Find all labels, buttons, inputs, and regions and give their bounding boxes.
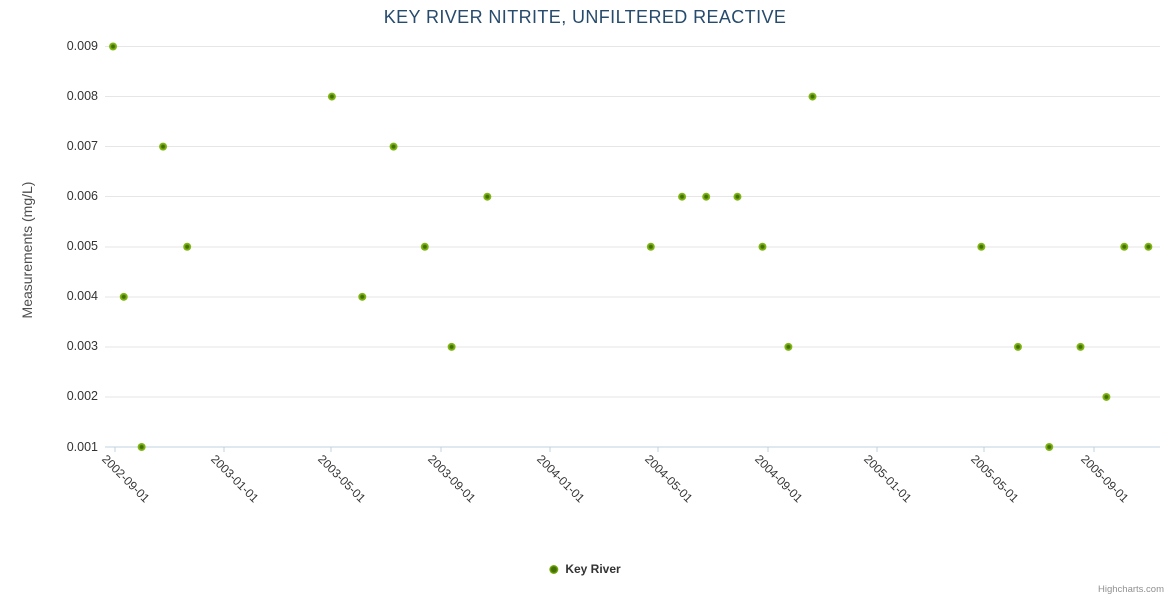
- data-point[interactable]: [137, 443, 146, 451]
- y-tick-label: 0.002: [66, 389, 98, 404]
- y-tick-label: 0.009: [66, 39, 98, 53]
- data-point[interactable]: [678, 192, 687, 201]
- data-point[interactable]: [109, 42, 118, 51]
- legend-series-label: Key River: [565, 562, 621, 576]
- y-tick-label: 0.004: [66, 289, 98, 304]
- series-marker-icon: [549, 564, 559, 574]
- data-point[interactable]: [1144, 242, 1153, 251]
- data-point[interactable]: [1013, 342, 1022, 351]
- data-point[interactable]: [119, 292, 128, 301]
- y-tick-label: 0.003: [66, 339, 98, 354]
- data-point[interactable]: [758, 242, 767, 251]
- data-point[interactable]: [1045, 443, 1054, 451]
- data-point[interactable]: [733, 192, 742, 201]
- data-point[interactable]: [183, 242, 192, 251]
- data-point[interactable]: [327, 92, 336, 101]
- data-point[interactable]: [159, 142, 168, 151]
- data-point[interactable]: [483, 192, 492, 201]
- y-tick-label: 0.008: [66, 89, 98, 104]
- y-tick-label: 0.007: [66, 139, 98, 154]
- data-point[interactable]: [447, 342, 456, 351]
- data-point[interactable]: [358, 292, 367, 301]
- data-point[interactable]: [702, 192, 711, 201]
- y-tick-label: 0.005: [66, 239, 98, 254]
- y-tick-label: 0.001: [66, 439, 98, 454]
- data-point[interactable]: [977, 242, 986, 251]
- data-point[interactable]: [1120, 242, 1129, 251]
- data-point[interactable]: [808, 92, 817, 101]
- data-point[interactable]: [1102, 392, 1111, 401]
- highcharts-credits-link[interactable]: Highcharts.com: [1098, 584, 1164, 595]
- data-point[interactable]: [420, 242, 429, 251]
- data-point[interactable]: [784, 342, 793, 351]
- legend-item-key-river[interactable]: Key River: [549, 562, 621, 576]
- data-point[interactable]: [646, 242, 655, 251]
- y-tick-label: 0.006: [66, 189, 98, 204]
- chart-title: KEY RIVER NITRITE, UNFILTERED REACTIVE: [383, 7, 787, 27]
- data-point[interactable]: [1076, 342, 1085, 351]
- data-point[interactable]: [389, 142, 398, 151]
